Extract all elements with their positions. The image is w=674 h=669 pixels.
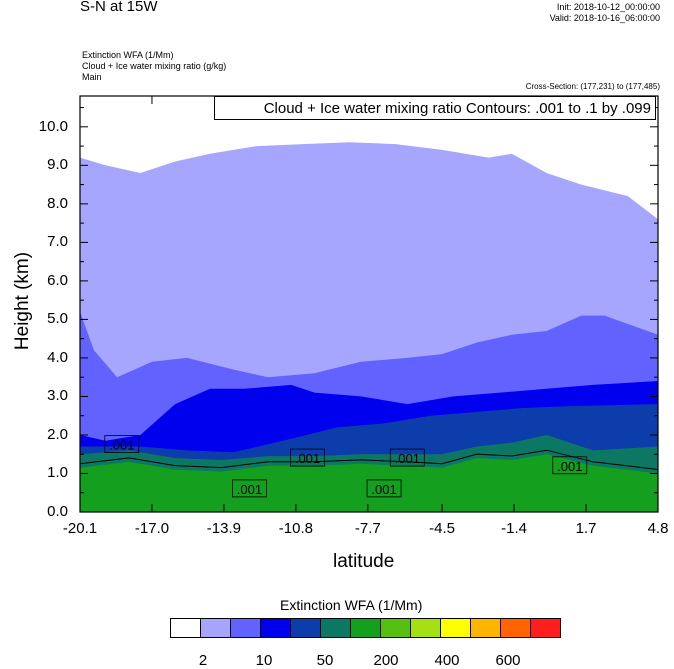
contour-line (80, 449, 658, 470)
colorbar-label: 400 (434, 652, 460, 669)
x-tick-label: -4.5 (429, 520, 456, 537)
colorbar-label: 200 (373, 652, 399, 669)
colorbar-swatch (290, 618, 321, 638)
y-tick-label: 3.0 (47, 387, 68, 405)
contour-info-label: Cloud + Ice water mixing ratio Contours:… (214, 96, 656, 120)
colorbar-swatch (440, 618, 471, 638)
contour-value-label: .001 (237, 482, 262, 497)
valid-time: Valid: 2018-10-16_06:00:00 (549, 13, 660, 23)
colorbar-label: 2 (198, 652, 208, 669)
contour-label-box (290, 448, 325, 467)
x-tick-label: -10.8 (278, 520, 313, 537)
y-tick-label: 1.0 (47, 464, 68, 482)
x-tick-label: 1.7 (575, 520, 597, 537)
y-tick-label: 0.0 (47, 503, 68, 520)
y-tick-label: 8.0 (47, 194, 68, 212)
y-tick-label: 7.0 (47, 233, 68, 251)
init-time: Init: 2018-10-12_00:00:00 (556, 2, 660, 12)
colorbar-label: 10 (255, 652, 273, 669)
field-cloud-ice: Cloud + Ice water mixing ratio (g/kg) (82, 61, 227, 71)
y-tick-label: 9.0 (47, 156, 68, 174)
x-tick-label: -17.0 (134, 520, 170, 537)
contour-label-box (232, 479, 267, 498)
contour-value-label: .001 (395, 451, 420, 466)
colorbar-swatch (170, 618, 201, 638)
x-tick-label: -1.4 (501, 520, 528, 537)
colorbar-swatch (230, 618, 261, 638)
cross-section-label: Cross-Section: (177,231) to (177,485) (525, 82, 660, 91)
y-axis-label: Height (km) (12, 251, 33, 351)
contour-label-box (552, 456, 588, 475)
colorbar-swatch (320, 618, 351, 638)
y-tick-label: 5.0 (47, 310, 68, 328)
x-tick-label: -13.9 (206, 520, 242, 537)
contour-value-label: .001 (557, 459, 582, 474)
x-tick-label: -7.7 (354, 520, 381, 537)
extinction-layer-200-300 (80, 454, 658, 512)
y-tick-label: 6.0 (47, 271, 68, 289)
colorbar-label: 50 (316, 652, 334, 669)
contour-label-box (104, 435, 140, 453)
x-axis-label: latitude (333, 551, 395, 572)
y-tick-label: 4.0 (47, 348, 68, 366)
field-main: Main (82, 72, 102, 82)
colorbar-swatch (200, 618, 231, 638)
colorbar-swatch (380, 618, 411, 638)
contour-label-box (366, 479, 402, 498)
contour-value-label: .001 (109, 438, 134, 453)
contour-label-box (389, 448, 425, 467)
colorbar-swatch (470, 618, 501, 638)
y-tick-label: 2.0 (47, 425, 68, 443)
x-tick-label: 4.8 (647, 520, 669, 537)
contour-value-label: .001 (295, 451, 320, 466)
colorbar-swatch (410, 618, 441, 638)
colorbar-title: Extinction WFA (1/Mm) (280, 597, 423, 613)
colorbar (170, 618, 561, 638)
field-extinction: Extinction WFA (1/Mm) (82, 50, 174, 60)
colorbar-swatch (350, 618, 381, 638)
contour-value-label: .001 (371, 482, 396, 497)
y-tick-label: 10.0 (38, 117, 68, 135)
colorbar-swatch (260, 618, 291, 638)
colorbar-swatch (500, 618, 531, 638)
x-tick-label: -20.1 (62, 520, 98, 537)
plot-title: S-N at 15W (80, 0, 158, 15)
colorbar-label: 600 (495, 652, 521, 669)
colorbar-swatch (530, 618, 561, 638)
